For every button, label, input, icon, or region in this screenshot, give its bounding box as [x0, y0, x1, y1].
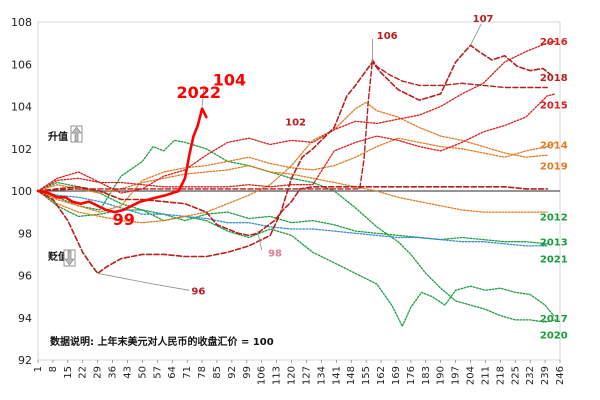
x-tick-label: 239	[540, 366, 551, 385]
x-tick-label: 169	[391, 366, 402, 385]
x-tick-label: 57	[152, 366, 163, 379]
x-tick-label: 99	[242, 366, 253, 379]
data-note: 数据说明: 上年末美元对人民币的收盘汇价 = 100	[50, 335, 274, 348]
series-line-2011	[37, 186, 548, 237]
x-tick-label: 113	[272, 366, 283, 385]
x-tick-label: 190	[436, 366, 447, 385]
x-tick-label: 204	[466, 366, 477, 385]
x-tick-label: 1	[33, 366, 44, 372]
y-tick-label: 94	[18, 312, 32, 325]
x-tick-label: 15	[63, 366, 74, 379]
series-label-2014: 2014	[540, 141, 568, 152]
series-line-2014	[37, 137, 557, 213]
y-tick-label: 98	[18, 227, 32, 240]
x-tick-label: 120	[287, 366, 298, 385]
annotation-104: 104	[213, 70, 246, 89]
x-tick-label: 92	[227, 366, 238, 379]
series-labels: 2016 2018 2015 2014 2019 2012 2013 2021 2017 2020	[540, 37, 568, 342]
x-tick-label: 218	[495, 366, 506, 385]
x-tick-label: 246	[555, 366, 566, 385]
x-tick-label: 176	[406, 366, 417, 385]
series-line-2015	[37, 93, 557, 192]
series-line-2022	[36, 107, 208, 214]
series-label-2019: 2019	[540, 162, 568, 173]
y-tick-label: 96	[18, 270, 32, 283]
depreciate-marker: 贬值	[48, 249, 76, 267]
x-tick-label: 162	[376, 366, 387, 385]
y-tick-label: 102	[11, 143, 32, 156]
x-tick-label: 29	[93, 366, 104, 379]
series-label-2021: 2021	[540, 255, 568, 266]
series-line-2021	[37, 181, 548, 245]
x-tick-label: 141	[331, 366, 342, 385]
series-line-2019	[37, 101, 548, 224]
series-label-2020: 2020	[540, 331, 568, 342]
series-line-2020	[37, 139, 557, 323]
x-tick-label: 197	[451, 366, 462, 385]
x-tick-label: 134	[316, 366, 327, 385]
annotation-102: 102	[285, 118, 306, 129]
x-tick-label: 225	[510, 366, 521, 385]
series-label-2015: 2015	[540, 100, 568, 111]
annotation-leaders	[97, 23, 482, 291]
appreciate-label: 升值	[48, 130, 68, 143]
x-tick-label: 85	[212, 366, 223, 379]
annotation-leader	[257, 231, 263, 251]
series-line-2018	[37, 44, 555, 275]
x-tick-label: 22	[78, 366, 89, 379]
series-label-2017: 2017	[540, 314, 568, 325]
x-tick-label: 155	[361, 366, 372, 385]
x-tick-label: 232	[525, 366, 536, 385]
annotation-107: 107	[473, 14, 494, 25]
annotation-98: 98	[268, 248, 282, 259]
x-tick-label: 127	[301, 366, 312, 385]
y-tick-label: 104	[11, 101, 32, 114]
series-lines	[36, 40, 557, 327]
annotation-leader	[470, 23, 482, 46]
series-line-2017	[37, 190, 555, 327]
series-label-2012: 2012	[540, 212, 568, 223]
annotation-2022: 2022	[176, 83, 221, 102]
x-tick-label: 36	[108, 366, 119, 379]
x-axis-ticks: 1 8 15 22 29 36 43 50 57 64 71 78 85 92 99 106 113 120 127…	[33, 360, 566, 385]
x-tick-label: 8	[48, 366, 59, 372]
series-label-2016: 2016	[540, 37, 568, 48]
annotation-leader	[97, 273, 190, 291]
y-tick-label: 100	[11, 185, 32, 198]
annotation-leader	[201, 85, 205, 107]
up-arrow-icon	[71, 126, 82, 142]
annotation-96: 96	[191, 287, 205, 298]
x-tick-label: 43	[122, 366, 133, 379]
x-tick-label: 64	[167, 366, 178, 379]
series-label-2013: 2013	[540, 238, 568, 249]
annotation-99: 99	[113, 210, 135, 229]
down-arrow-icon	[64, 250, 75, 266]
x-tick-label: 183	[421, 366, 432, 385]
x-tick-label: 78	[197, 366, 208, 379]
series-label-2018: 2018	[540, 73, 568, 84]
x-tick-label: 50	[137, 366, 148, 379]
series-line-2010	[37, 59, 548, 192]
x-tick-label: 211	[480, 366, 491, 385]
y-tick-label: 92	[18, 354, 32, 367]
annotation-106: 106	[377, 31, 398, 42]
series-line-2013	[37, 190, 548, 247]
y-tick-label: 106	[11, 58, 32, 71]
appreciate-marker: 升值	[48, 125, 83, 143]
x-tick-label: 106	[257, 366, 268, 385]
y-tick-label: 108	[11, 16, 32, 29]
x-tick-label: 148	[346, 366, 357, 385]
depreciate-label: 贬值	[48, 250, 68, 263]
x-tick-label: 71	[182, 366, 193, 379]
y-axis-ticks: 92 94 96 98 100 102 104 106 108	[11, 16, 32, 367]
